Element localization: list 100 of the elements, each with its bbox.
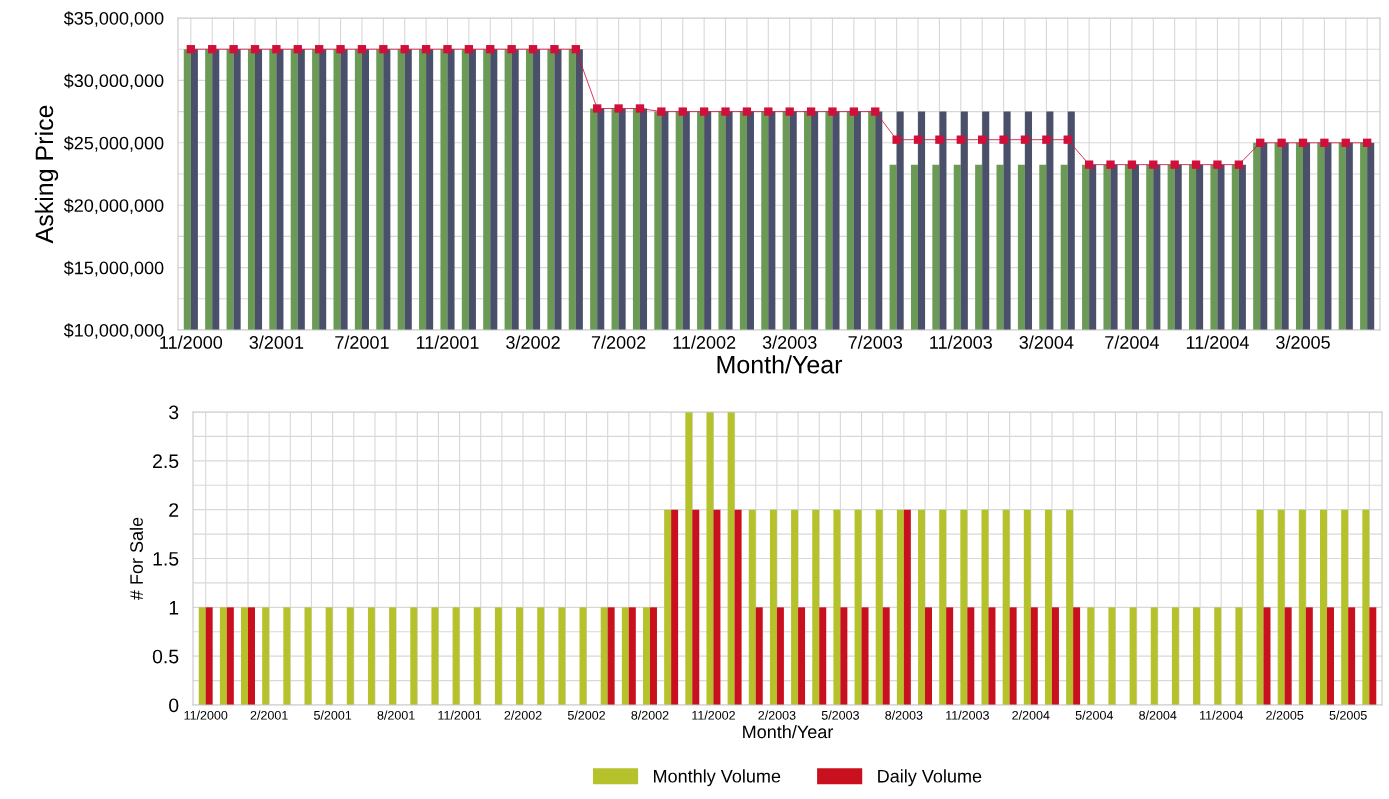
x-tick-label: 3/2004 bbox=[1019, 335, 1074, 349]
point bbox=[1191, 160, 1201, 169]
x-tick-label: 11/2002 bbox=[692, 710, 735, 720]
x-tick-label: 2/2003 bbox=[758, 710, 796, 720]
point bbox=[314, 45, 324, 54]
y-tick-label: 1 bbox=[169, 601, 179, 615]
point bbox=[1363, 138, 1372, 147]
point bbox=[464, 45, 474, 54]
point bbox=[421, 45, 431, 54]
point bbox=[806, 107, 816, 116]
bar bbox=[988, 607, 996, 705]
point bbox=[486, 45, 495, 54]
point bbox=[1234, 160, 1244, 169]
bar bbox=[882, 607, 890, 705]
bar bbox=[1193, 607, 1201, 705]
bar bbox=[248, 607, 255, 705]
x-tick-label: 11/2003 bbox=[930, 335, 992, 349]
bar bbox=[939, 509, 947, 705]
y-tick-label: 0 bbox=[169, 698, 179, 713]
point bbox=[614, 104, 623, 113]
bar bbox=[1341, 509, 1349, 705]
x-tick-label: 3/2001 bbox=[249, 335, 304, 349]
point bbox=[1298, 138, 1308, 147]
y-tick-label: 0.5 bbox=[152, 649, 179, 664]
bar bbox=[664, 509, 672, 705]
point bbox=[1256, 138, 1265, 147]
bar bbox=[579, 607, 587, 705]
bar bbox=[628, 607, 636, 705]
bar bbox=[896, 509, 904, 705]
x-tick-label: 8/2001 bbox=[377, 710, 415, 720]
legend-label: Daily Volume bbox=[878, 769, 982, 787]
point bbox=[186, 45, 195, 54]
bar bbox=[1009, 607, 1017, 705]
x-tick-label: 5/2002 bbox=[567, 710, 605, 720]
bar bbox=[410, 607, 418, 705]
bar bbox=[473, 607, 481, 705]
point bbox=[1084, 160, 1094, 169]
point bbox=[913, 135, 923, 144]
x-tick-label: 3/2003 bbox=[762, 335, 817, 349]
point bbox=[571, 45, 580, 54]
point bbox=[935, 135, 944, 144]
bar bbox=[1320, 509, 1327, 705]
point bbox=[400, 45, 409, 54]
bar bbox=[1129, 607, 1137, 705]
bar bbox=[1214, 607, 1222, 705]
bar bbox=[748, 509, 756, 705]
y-tick-label: $20,000,000 bbox=[63, 198, 164, 215]
bar bbox=[1284, 607, 1292, 705]
point bbox=[678, 107, 687, 116]
x-tick-label: 11/2001 bbox=[416, 335, 479, 349]
y-tick-label: $30,000,000 bbox=[63, 73, 164, 90]
bar bbox=[219, 607, 227, 705]
bar bbox=[431, 607, 439, 705]
bar bbox=[1235, 607, 1243, 705]
point bbox=[721, 107, 730, 116]
bar bbox=[649, 607, 657, 705]
bar bbox=[1030, 607, 1038, 705]
point bbox=[828, 107, 837, 116]
bar bbox=[925, 607, 932, 705]
point bbox=[956, 135, 965, 144]
point bbox=[785, 107, 794, 116]
bar bbox=[1087, 607, 1095, 705]
legend-label: Monthly Volume bbox=[654, 769, 781, 787]
point bbox=[699, 107, 709, 116]
bar bbox=[600, 607, 608, 705]
bar bbox=[903, 509, 911, 705]
x-tick-label: 8/2002 bbox=[631, 710, 669, 720]
bar bbox=[1298, 509, 1306, 705]
point bbox=[208, 45, 217, 54]
x-tick-label: 5/2005 bbox=[1329, 710, 1367, 720]
point bbox=[1042, 135, 1051, 144]
bar bbox=[325, 607, 333, 705]
bar bbox=[205, 607, 213, 705]
bar bbox=[494, 607, 502, 705]
bar bbox=[1073, 607, 1081, 705]
point bbox=[892, 135, 901, 144]
bar bbox=[1362, 509, 1370, 705]
bar bbox=[918, 509, 926, 705]
bar bbox=[389, 607, 397, 705]
x-axis-title: Month/Year bbox=[717, 355, 843, 374]
bar bbox=[685, 412, 693, 705]
point bbox=[1106, 160, 1115, 169]
bar bbox=[727, 412, 735, 705]
bar bbox=[713, 509, 721, 705]
bar bbox=[776, 607, 784, 705]
point bbox=[528, 45, 538, 54]
x-tick-label: 7/2003 bbox=[848, 335, 903, 349]
y-tick-label: 1.5 bbox=[153, 552, 179, 566]
bar bbox=[798, 607, 806, 705]
point bbox=[1170, 160, 1179, 169]
bar bbox=[671, 509, 679, 705]
bar bbox=[1369, 607, 1377, 705]
x-tick-label: 8/2003 bbox=[885, 710, 923, 720]
bar bbox=[946, 607, 954, 705]
bar bbox=[1326, 607, 1334, 705]
y-axis-title: # For Sale bbox=[129, 517, 143, 601]
y-tick-label: 2 bbox=[169, 503, 179, 517]
point bbox=[999, 135, 1008, 144]
bar bbox=[833, 509, 841, 705]
point bbox=[635, 104, 645, 113]
